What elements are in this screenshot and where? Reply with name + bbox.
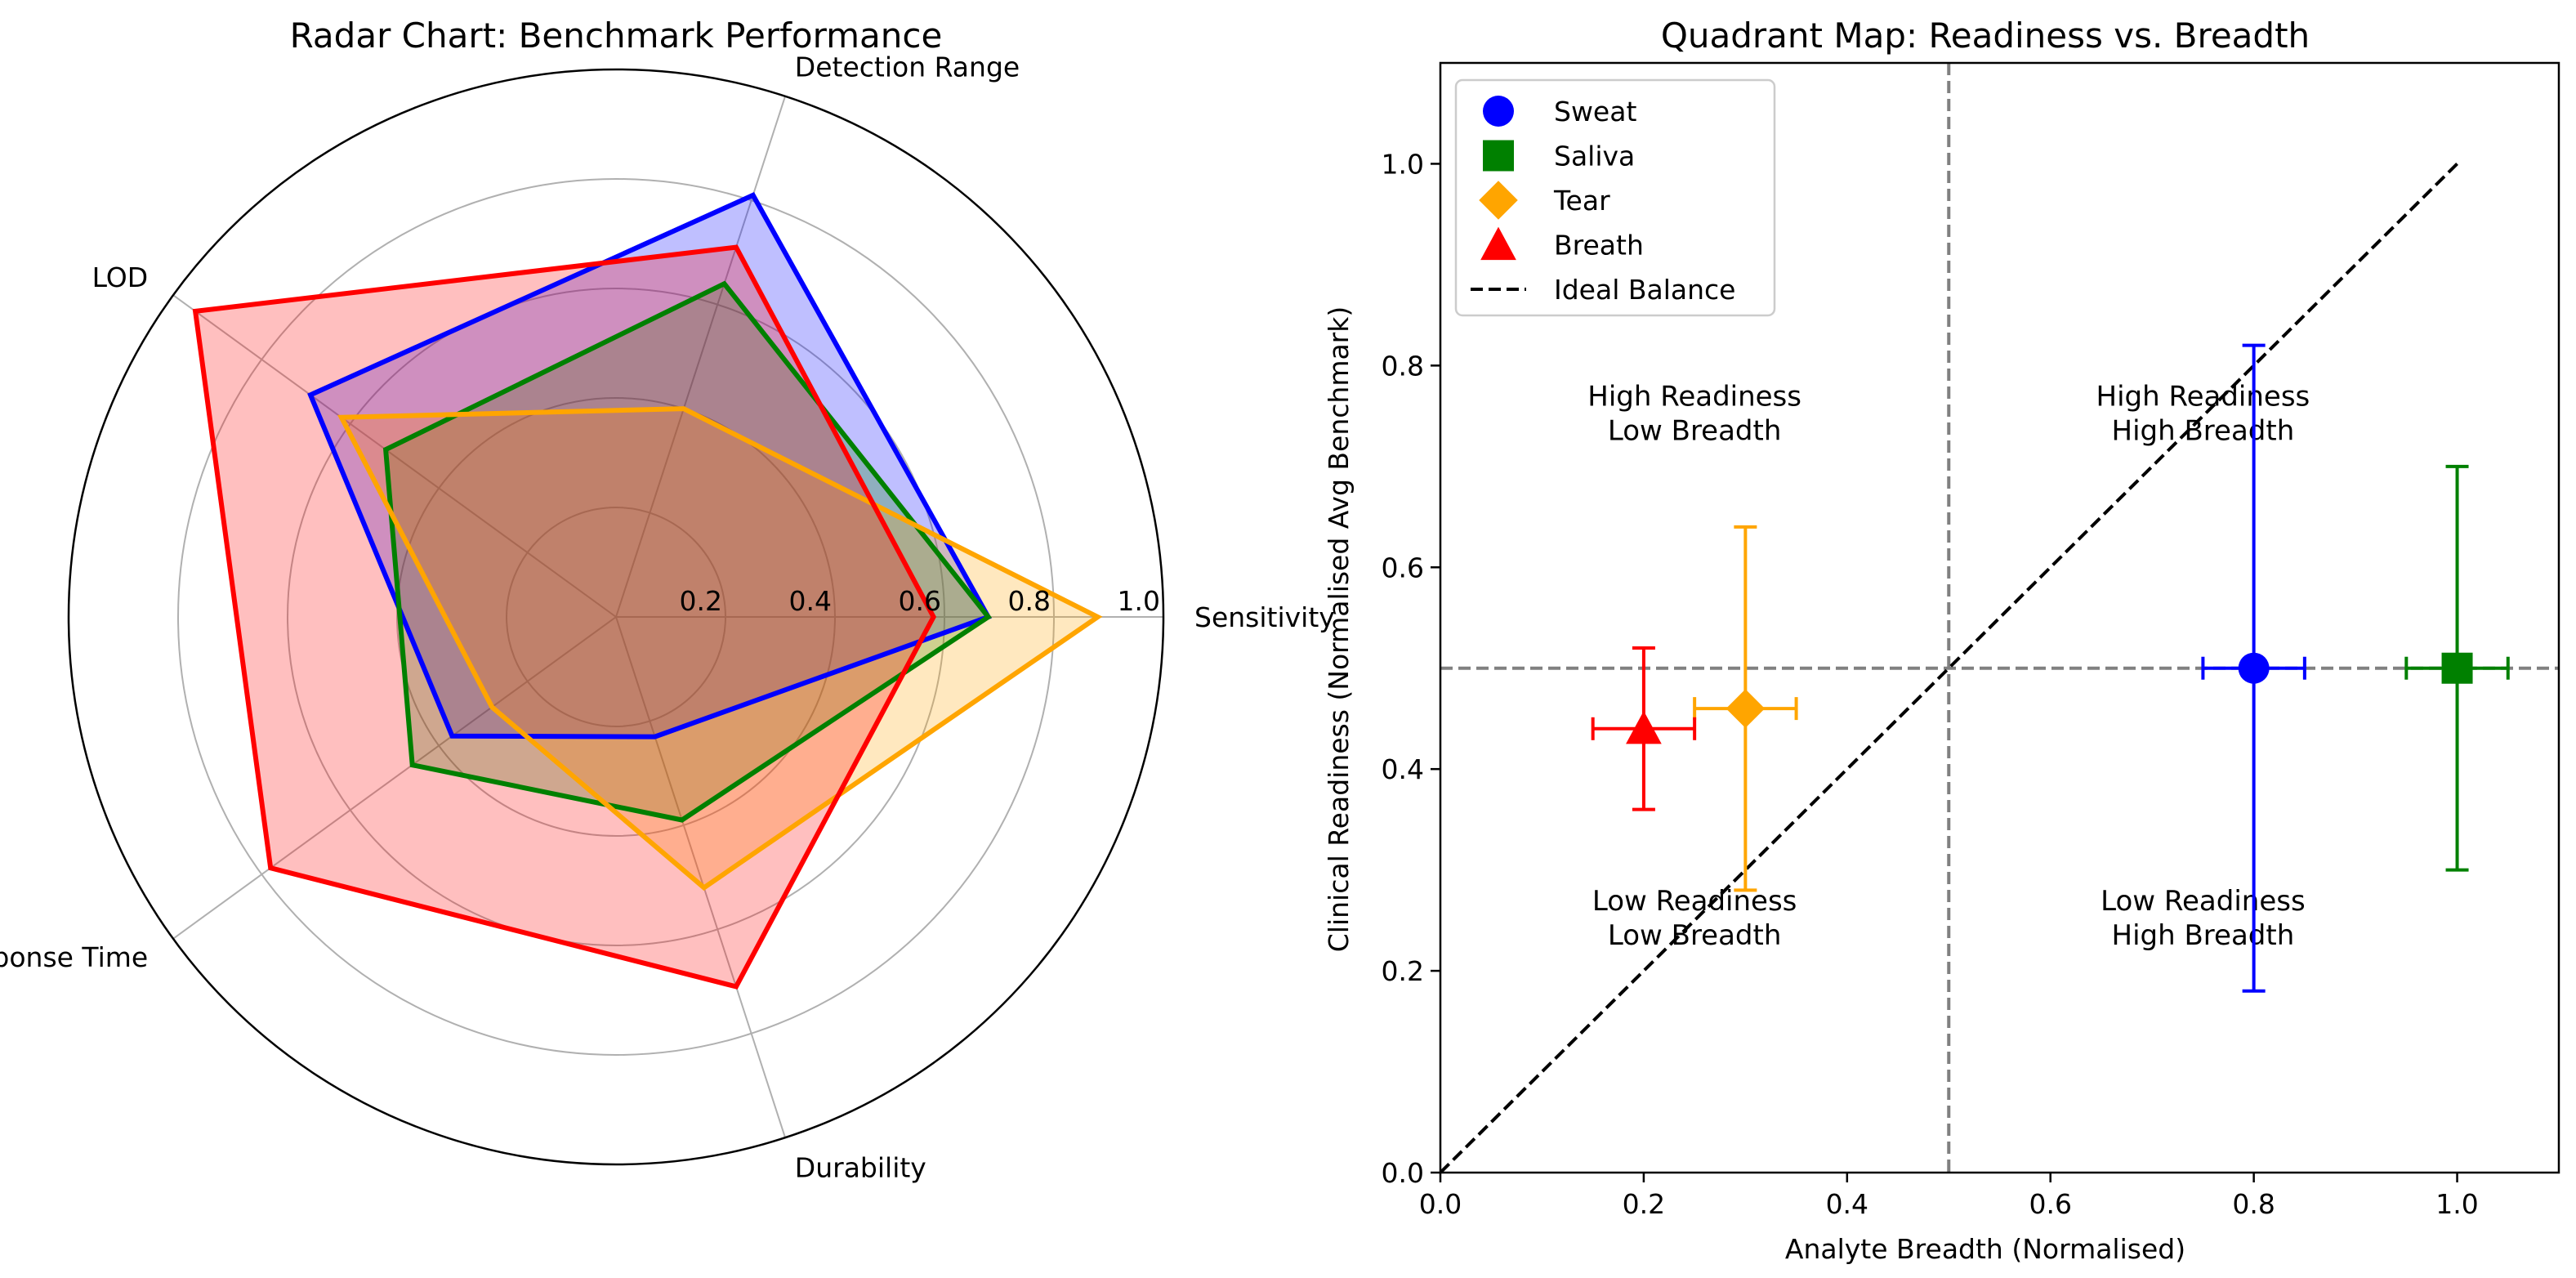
radar-title: Radar Chart: Benchmark Performance — [290, 16, 943, 56]
radar-area-tear — [341, 409, 1098, 888]
legend-icon-saliva — [1483, 140, 1514, 172]
radar-grid — [67, 68, 1165, 1166]
data-point-saliva — [2404, 464, 2510, 872]
radar-spoke — [172, 616, 617, 940]
legend-entry-ideal-balance: Ideal Balance — [1471, 274, 1735, 306]
x-axis-label: Analyte Breadth (Normalised) — [1785, 1233, 2185, 1265]
radar-line-breath — [192, 244, 937, 990]
data-point-sweat — [2201, 343, 2306, 993]
legend: Sweat Saliva Tear Breath Ideal Balance — [1454, 78, 1776, 317]
legend-icon-breath — [1480, 226, 1516, 261]
quadrant-title: Quadrant Map: Readiness vs. Breadth — [1661, 16, 2310, 56]
legend-entry-breath: Breath — [1480, 226, 1644, 261]
radar-line-tear — [337, 406, 1103, 891]
radar-axis-label-lod: LOD — [92, 261, 149, 293]
radar-spoke — [615, 616, 786, 1138]
legend-label-tear: Tear — [1553, 185, 1610, 217]
radar-axis-label-response-time: Response Time — [0, 941, 148, 973]
radar-line-saliva — [382, 280, 992, 823]
x-tick-label: 0.0 — [1419, 1188, 1462, 1220]
legend-icon-tear — [1479, 181, 1518, 220]
legend-label-breath: Breath — [1554, 230, 1644, 261]
quadrant-label: Low Readiness High Breadth — [2101, 885, 2306, 952]
y-tick-label: 0.2 — [1382, 955, 1424, 987]
legend-entry-tear: Tear — [1479, 181, 1610, 220]
radar-axis-label-sensitivity: Sensitivity — [1194, 601, 1335, 633]
data-point-breath — [1591, 646, 1697, 811]
quadrant-label: High Readiness High Breadth — [2096, 381, 2310, 448]
quadrant-axes-frame — [1439, 61, 2560, 1174]
radar-outer-circle — [67, 68, 1165, 1166]
marker-saliva — [2441, 652, 2473, 684]
legend-entry-sweat: Sweat — [1483, 96, 1636, 127]
x-tick-label: 0.8 — [2232, 1188, 2275, 1220]
quadrant-label-line: High Readiness — [1587, 381, 1801, 413]
radar-line-sweat — [307, 192, 992, 740]
legend-label-saliva: Saliva — [1554, 141, 1635, 172]
y-axis-label: Clinical Readiness (Normalised Avg Bench… — [1323, 306, 1355, 953]
x-tick-label: 1.0 — [2435, 1188, 2478, 1220]
marker-sweat — [2238, 652, 2270, 684]
marker-tear — [1726, 689, 1766, 728]
quadrant-label-line: Low Breadth — [1608, 415, 1782, 448]
radar-axis-label-durability: Durability — [795, 1151, 926, 1183]
radar-radial-tick-label: 1.0 — [1118, 585, 1160, 617]
y-tick-label: 0.8 — [1382, 350, 1424, 382]
data-point-tear — [1693, 525, 1798, 892]
quadrant-label-line: Low Readiness — [1592, 885, 1797, 918]
legend-label-ideal-balance: Ideal Balance — [1554, 274, 1735, 306]
quadrant-label: Low Readiness Low Breadth — [1592, 885, 1797, 952]
x-tick-label: 0.6 — [2029, 1188, 2071, 1220]
legend-entry-saliva: Saliva — [1483, 140, 1635, 172]
radar-axis-label-detection-range: Detection Range — [795, 51, 1020, 83]
quadrant-label-line: High Breadth — [2112, 415, 2295, 448]
legend-box — [1454, 78, 1776, 317]
y-tick-label: 0.6 — [1382, 552, 1424, 583]
radar-radial-tick-label: 0.6 — [899, 585, 941, 617]
quadrant-label-line: Low Readiness — [2101, 885, 2306, 918]
radar-series-group — [192, 192, 1103, 990]
quadrant-label-line: High Breadth — [2112, 919, 2295, 952]
radar-spoke — [615, 96, 786, 618]
radar-area-sweat — [310, 194, 989, 737]
quadrant-label: High Readiness Low Breadth — [1587, 381, 1801, 448]
x-tick-label: 0.2 — [1623, 1188, 1665, 1220]
radar-labels: 0.2 0.4 0.6 0.8 1.0 Sensitivity Detection Rang… — [0, 51, 1335, 1184]
quadrant-label-line: Low Breadth — [1608, 919, 1782, 952]
radar-area-breath — [195, 247, 934, 987]
radar-spoke — [172, 294, 617, 618]
radar-area-saliva — [386, 284, 989, 820]
quadrant-label-line: High Readiness — [2096, 381, 2310, 413]
radar-radial-tick-label: 0.8 — [1008, 585, 1051, 617]
radar-chart: Radar Chart: Benchmark Performance 0.2 0.… — [0, 16, 1335, 1183]
radar-radial-tick-label: 0.2 — [680, 585, 722, 617]
radar-radial-tick-label: 0.4 — [789, 585, 832, 617]
quadrant-chart: Quadrant Map: Readiness vs. Breadth High… — [1323, 16, 2560, 1265]
y-tick-label: 0.4 — [1382, 753, 1424, 785]
marker-breath — [1626, 710, 1662, 744]
y-tick-label: 0.0 — [1382, 1157, 1424, 1189]
x-tick-label: 0.4 — [1826, 1188, 1868, 1220]
ideal-balance-line — [1440, 163, 2458, 1173]
y-tick-label: 1.0 — [1382, 148, 1424, 180]
legend-label-sweat: Sweat — [1554, 96, 1636, 127]
legend-icon-sweat — [1483, 96, 1514, 127]
